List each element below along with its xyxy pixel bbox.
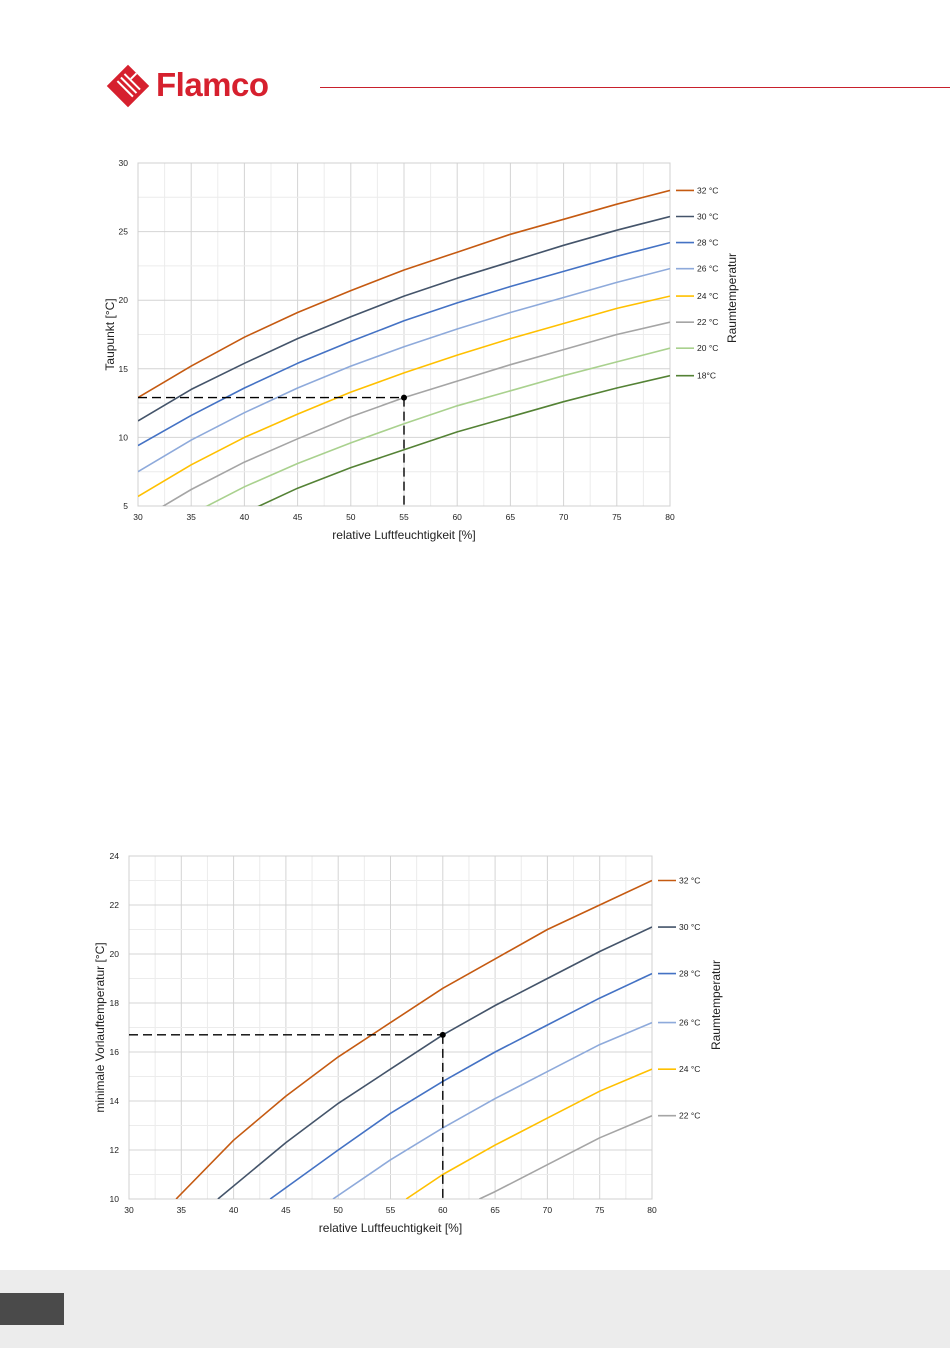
x-tick-label: 75 [595,1205,605,1215]
y-tick-label: 16 [110,1047,120,1057]
y-axis-label: minimale Vorlauftemperatur [°C] [93,942,107,1112]
x-tick-label: 55 [399,512,409,522]
x-axis-label: relative Luftfeuchtigkeit [%] [319,1221,462,1235]
y-tick-label: 10 [119,432,129,442]
y-tick-label: 30 [119,158,129,168]
brand-name: Flamco [156,66,269,103]
legend-label: 26 °C [679,1018,700,1028]
x-tick-label: 35 [177,1205,187,1215]
legend-label: 30 °C [697,212,718,222]
x-tick-label: 65 [490,1205,500,1215]
y-tick-label: 15 [119,364,129,374]
x-tick-label: 80 [665,512,675,522]
legend-label: 20 °C [697,343,718,353]
x-tick-label: 60 [452,512,462,522]
legend-label: 22 °C [697,317,718,327]
y-tick-label: 12 [110,1145,120,1155]
legend-label: 32 °C [679,876,700,886]
series-group [175,879,652,1199]
y-tick-label: 18 [110,998,120,1008]
series-line-1 [217,926,652,1199]
page-footer [0,1270,950,1348]
plot-area [128,855,653,1200]
dewpoint-chart: 30 35 40 45 50 55 60 65 70 75 80 5 10 15 20 25 30 relativ… [103,158,739,542]
series-line-4 [138,295,670,498]
x-tick-label: 70 [543,1205,553,1215]
series-line-0 [175,879,652,1199]
y-axis-label: Taupunkt [°C] [103,298,117,370]
legend-label: 24 °C [697,291,718,301]
legend-label: 30 °C [679,922,700,932]
series-line-4 [405,1068,652,1199]
legend-label: 26 °C [697,264,718,274]
x-tick-label: 40 [229,1205,239,1215]
y-tick-label: 20 [119,295,129,305]
x-tick-label: 80 [647,1205,657,1215]
x-tick-label: 75 [612,512,622,522]
y-tick-label: 25 [119,227,129,237]
y-tick-label: 24 [110,851,120,861]
y-tick-label: 5 [123,501,128,511]
x-tick-label: 45 [293,512,303,522]
x-tick-label: 45 [281,1205,291,1215]
x-axis-label: relative Luftfeuchtigkeit [%] [332,528,475,542]
x-tick-label: 65 [506,512,516,522]
x-tick-label: 35 [186,512,196,522]
legend-label: 32 °C [697,185,718,195]
y-tick-label: 22 [110,900,120,910]
legend-label: 28 °C [697,238,718,248]
x-tick-label: 30 [133,512,143,522]
legend-label: 28 °C [679,969,700,979]
series-line-2 [269,972,652,1199]
x-tick-label: 40 [240,512,250,522]
page-number-tab [0,1293,64,1325]
series-line-1 [138,215,670,422]
series-line-5 [479,1114,652,1199]
legend-title: Raumtemperatur [709,960,723,1050]
x-tick-label: 30 [124,1205,134,1215]
x-tick-label: 55 [386,1205,396,1215]
x-tick-label: 60 [438,1205,448,1215]
x-tick-label: 50 [333,1205,343,1215]
legend-label: 22 °C [679,1111,700,1121]
series-line-3 [332,1021,652,1199]
y-tick-label: 10 [110,1194,120,1204]
y-tick-label: 20 [110,949,120,959]
annotation-point [439,1031,446,1038]
x-tick-label: 50 [346,512,356,522]
legend-title: Raumtemperatur [725,253,739,343]
y-tick-label: 14 [110,1096,120,1106]
legend-label: 24 °C [679,1064,700,1074]
flamco-logo-icon [106,64,150,108]
header-rule [320,87,950,88]
series-line-7 [257,374,670,506]
x-tick-label: 70 [559,512,569,522]
series-line-3 [138,267,670,473]
flow-temperature-chart: 30 35 40 45 50 55 60 65 70 75 80 10 12 14 16 18 20 22 24 re… [93,851,723,1235]
series-line-6 [205,347,670,506]
legend-label: 18°C [697,371,716,381]
annotation-point [401,394,407,401]
plot-area [137,162,671,507]
series-line-0 [138,189,670,399]
